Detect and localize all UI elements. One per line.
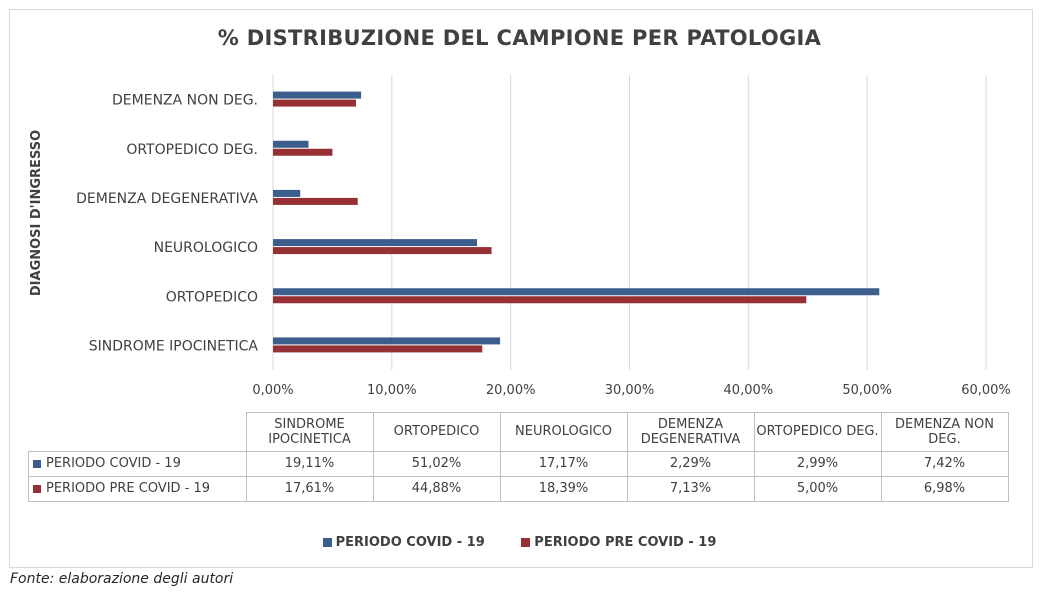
table-cell: 17,17% — [499, 450, 628, 477]
table-cell: 17,61% — [245, 475, 374, 502]
legend-item-precovid: PERIODO PRE COVID - 19 — [521, 535, 716, 550]
bar-precovid — [273, 296, 807, 304]
bar-precovid — [273, 247, 492, 255]
table-header-row: SINDROME IPOCINETICA ORTOPEDICO NEUROLOG… — [29, 412, 1009, 452]
source-note: Fonte: elaborazione degli autori — [10, 571, 234, 587]
x-tick-label: 40,00% — [724, 383, 774, 398]
x-tick-label: 60,00% — [961, 383, 1011, 398]
x-tick-label: 20,00% — [486, 383, 536, 398]
legend-item-covid: PERIODO COVID - 19 — [322, 535, 485, 550]
bar-covid — [273, 91, 362, 99]
table-cell: 5,00% — [753, 475, 882, 502]
x-tick-labels: 0,00% 10,00% 20,00% 30,00% 40,00% 50,00% 60,00… — [252, 383, 1010, 398]
x-tick-label: 50,00% — [842, 383, 892, 398]
table-corner — [29, 413, 247, 452]
chart-title: % DISTRIBUZIONE DEL CAMPIONE PER PATOLOG… — [217, 26, 822, 50]
bar-covid — [273, 189, 301, 197]
table-cell: 44,88% — [372, 475, 501, 502]
x-tick-label: 10,00% — [367, 383, 417, 398]
table-header-cell: ORTOPEDICO DEG. — [753, 412, 882, 452]
table-row-label: PERIODO PRE COVID - 19 — [28, 475, 247, 502]
bars — [273, 91, 880, 353]
data-table: SINDROME IPOCINETICA ORTOPEDICO NEUROLOG… — [28, 412, 1009, 502]
x-tick-label: 30,00% — [605, 383, 655, 398]
table-cell: 19,11% — [245, 450, 374, 477]
table-header-cell: NEUROLOGICO — [499, 412, 628, 452]
table-row-label: PERIODO COVID - 19 — [28, 450, 247, 477]
table-header-cell: SINDROME IPOCINETICA — [245, 412, 374, 452]
bar-chart: SINDROME IPOCINETICA ORTOPEDICO NEUROLOGIC… — [29, 75, 1011, 398]
legend-key-covid — [33, 459, 41, 468]
table-cell: 51,02% — [372, 450, 501, 477]
table-cell: 6,98% — [880, 475, 1009, 502]
table-header-cell: DEMENZA DEGENERATIVA — [626, 412, 755, 452]
table-cell: 2,99% — [753, 450, 882, 477]
bar-precovid — [273, 99, 356, 107]
table-cell: 7,13% — [626, 475, 755, 502]
category-label: SINDROME IPOCINETICA — [89, 338, 259, 354]
table-header-cell: ORTOPEDICO — [372, 412, 501, 452]
bar-covid — [273, 239, 478, 247]
bar-precovid — [273, 197, 358, 205]
category-label: ORTOPEDICO DEG. — [126, 142, 258, 158]
bar-precovid — [273, 345, 483, 353]
bar-covid — [273, 288, 880, 296]
category-label: DEMENZA NON DEG. — [112, 93, 258, 109]
bar-covid — [273, 337, 501, 345]
category-label: DEMENZA DEGENERATIVA — [76, 191, 258, 207]
table-cell: 2,29% — [626, 450, 755, 477]
category-label: NEUROLOGICO — [154, 240, 258, 256]
table-row: PERIODO COVID - 19 19,11% 51,02% 17,17% … — [28, 450, 1009, 477]
legend: PERIODO COVID - 19 PERIODO PRE COVID - 1… — [0, 535, 1039, 550]
bar-covid — [273, 140, 309, 148]
gridlines — [272, 75, 987, 370]
x-tick-label: 0,00% — [252, 383, 293, 398]
table-header-cell: DEMENZA NON DEG. — [880, 412, 1009, 452]
table-cell: 18,39% — [499, 475, 628, 502]
category-labels: SINDROME IPOCINETICA ORTOPEDICO NEUROLOGIC… — [76, 93, 258, 355]
category-label: ORTOPEDICO — [166, 289, 258, 305]
legend-key-precovid — [33, 484, 41, 493]
table-row: PERIODO PRE COVID - 19 17,61% 44,88% 18,… — [28, 475, 1009, 502]
table-cell: 7,42% — [880, 450, 1009, 477]
y-axis-label: DIAGNOSI D'INGRESSO — [29, 130, 44, 296]
bar-precovid — [273, 148, 333, 156]
